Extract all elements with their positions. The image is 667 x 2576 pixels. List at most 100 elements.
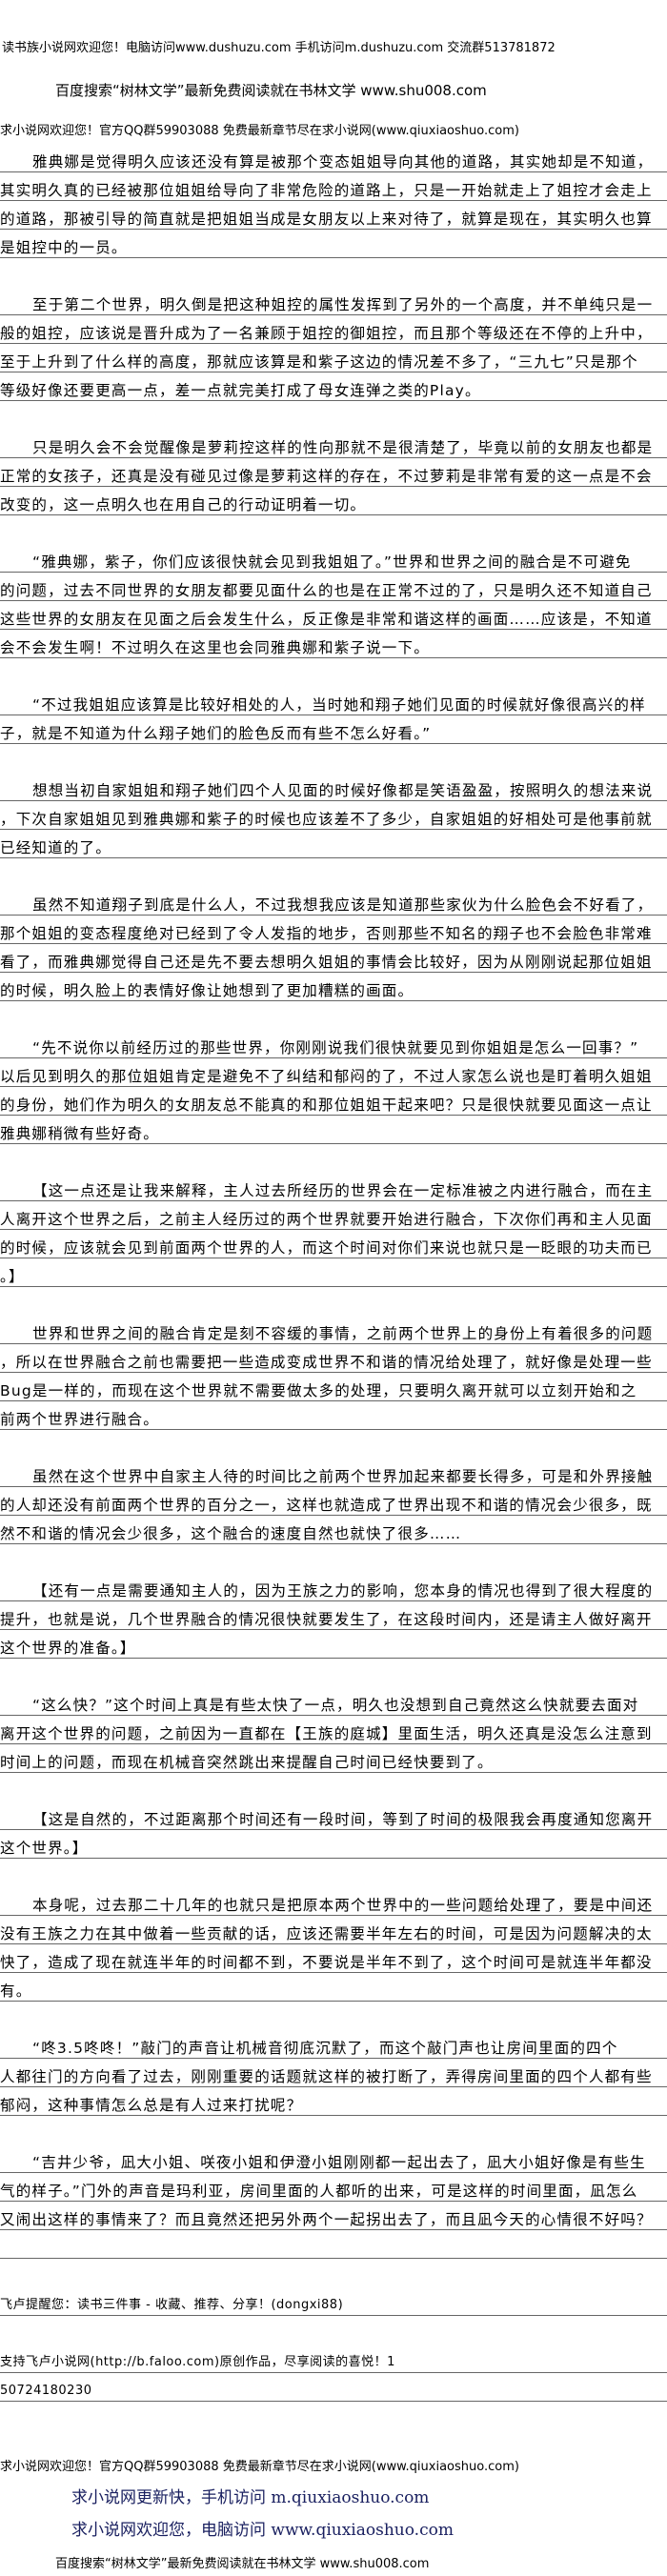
paragraph-line-text: ，下次自家姐姐见到雅典娜和紫子的时候也应该差不了多少，自家姐姐的好相处可是他事前…: [0, 811, 653, 828]
paragraph-line: 本身呢，过去那二十几年的也就只是把原本两个世界中的一些问题给处理了，要是中间还: [0, 1887, 667, 1916]
paragraph-line-text: 雅典娜稍微有些好奇。: [0, 1125, 160, 1142]
paragraph-line: 般的姐控，应该说是晋升成为了一名兼顾于姐控的御姐控，而且那个等级还在不停的上升中…: [0, 315, 667, 344]
paragraph-line-text: 快了，造成了现在就连半年的时间都不到，不要说是半年不到了，这个时间可是就连半年都…: [0, 1954, 653, 1971]
paragraph-line: 时间上的问题，而现在机械音突然跳出来提醒自己时间已经快要到了。: [0, 1744, 667, 1773]
paragraph-line: 世界和世界之间的融合肯定是刻不容缓的事情，之前两个世界上的身份上有着很多的问题: [0, 1316, 667, 1344]
paragraph-line: 的身份，她们作为明久的女朋友总不能真的和那位姐姐干起来吧？只是很快就要见面这一点…: [0, 1087, 667, 1116]
paragraph-line-text: 的人却还没有前面两个世界的百分之一，这样也就造成了世界出现不和谐的情况会少很多，…: [0, 1497, 653, 1514]
paragraph-line: 看了，而雅典娜觉得自己还是先不要去想明久姐姐的事情会比较好，因为从刚刚说起那位姐…: [0, 944, 667, 973]
paragraph-line: 离开这个世界的问题，之前因为一直都在【王族的庭城】里面生活，明久还真是没怎么注意…: [0, 1716, 667, 1744]
paragraph-line: ，所以在世界融合之前也需要把一些造成变成世界不和谐的情况给处理了，就好像是处理一…: [0, 1344, 667, 1373]
paragraph-line-text: 这些世界的女朋友在见面之后会发生什么，反正像是非常和谐这样的画面……应该是，不知…: [0, 611, 653, 628]
paragraph-line: “咚3.5咚咚！”敲门的声音让机械音彻底沉默了，而这个敲门声也让房间里面的四个: [0, 2030, 667, 2059]
paragraph-line: 虽然在这个世界中自家主人待的时间比之前两个世界加起来都要长得多，可是和外界接触: [0, 1459, 667, 1487]
paragraph-line-text: 正常的女孩子，还真是没有碰见过像是萝莉这样的存在，不过萝莉是非常有爱的这一点是不…: [0, 468, 653, 485]
paragraph-line: 等级好像还要更高一点，差一点就完美打成了母女连弹之类的Play。: [0, 372, 667, 401]
faloo-reminder-text: 飞卢提醒您：读书三件事 - 收藏、推荐、分享！(dongxi88): [0, 2298, 344, 2312]
blank-line: [0, 2230, 667, 2259]
paragraph-line: ，下次自家姐姐见到雅典娜和紫子的时候也应该差不了多少，自家姐姐的好相处可是他事前…: [0, 801, 667, 830]
paragraph-line: “雅典娜，紫子，你们应该很快就会见到我姐姐了。”世界和世界之间的融合是不可避免: [0, 544, 667, 573]
paragraph-line-text: 以后见到明久的那位姐姐肯定是避免不了纠结和郁闷的了，不过人家怎么说也是盯着明久姐…: [0, 1068, 653, 1085]
footer-banner-shulin: 百度搜索“树林文学”最新免费阅读就在书林文学 www.shu008.com: [55, 2557, 430, 2571]
paragraph-line-text: 会不会发生啊！不过明久在这里也会同雅典娜和紫子说一下。: [0, 639, 430, 656]
paragraph-line-text: “吉井少爷，凪大小姐、咲夜小姐和伊澄小姐刚刚都一起出去了，凪大小姐好像是有些生: [32, 2154, 646, 2171]
paragraph-line-text: 的时候，明久脸上的表情好像让她想到了更加糟糕的画面。: [0, 982, 414, 999]
paragraph-line: 是姐控中的一员。: [0, 230, 667, 258]
blank-line: [0, 515, 667, 544]
paragraph-line-text: “咚3.5咚咚！”敲门的声音让机械音彻底沉默了，而这个敲门声也让房间里面的四个: [32, 2040, 618, 2057]
paragraph-line-text: “先不说你以前经历过的那些世界，你刚刚说我们很快就要见到你姐姐是怎么一回事？”: [32, 1039, 639, 1057]
paragraph-line: 有。: [0, 1973, 667, 2002]
blank-line: [0, 2002, 667, 2030]
paragraph-line: 的人却还没有前面两个世界的百分之一，这样也就造成了世界出现不和谐的情况会少很多，…: [0, 1487, 667, 1516]
blank-line: [0, 401, 667, 430]
paragraph-line-text: 这个世界的准备。】: [0, 1640, 136, 1657]
faloo-support: 支持飞卢小说网(http://b.faloo.com)原创作品，尽享阅读的喜悦！…: [0, 2345, 667, 2373]
paragraph-line-text: 等级好像还要更高一点，差一点就完美打成了母女连弹之类的Play。: [0, 382, 481, 399]
paragraph-line-text: 没有王族之力在其中做着一些贡献的话，应该还需要半年左右的时间，可是因为问题解决的…: [0, 1925, 653, 1942]
paragraph-line: “先不说你以前经历过的那些世界，你刚刚说我们很快就要见到你姐姐是怎么一回事？”: [0, 1030, 667, 1058]
paragraph-line-text: “雅典娜，紫子，你们应该很快就会见到我姐姐了。”世界和世界之间的融合是不可避免: [32, 553, 632, 571]
paragraph-line: 人都往门的方向看了过去，刚刚重要的话题就这样的被打断了，弄得房间里面的四个人都有…: [0, 2059, 667, 2087]
paragraph-line-text: 想想当初自家姐姐和翔子她们四个人见面的时候好像都是笑语盈盈，按照明久的想法来说: [32, 782, 654, 799]
paragraph-line: 虽然不知道翔子到底是什么人，不过我想我应该是知道那些家伙为什么脸色会不好看了，: [0, 887, 667, 916]
site-banner-dushuzu: 读书族小说网欢迎您！电脑访问www.dushuzu.com 手机访问m.dush…: [2, 41, 556, 55]
paragraph-line: 快了，造成了现在就连半年的时间都不到，不要说是半年不到了，这个时间可是就连半年都…: [0, 1944, 667, 1973]
paragraph-line: “吉井少爷，凪大小姐、咲夜小姐和伊澄小姐刚刚都一起出去了，凪大小姐好像是有些生: [0, 2144, 667, 2173]
paragraph-line-text: Bug是一样的，而现在这个世界就不需要做太多的处理，只要明久离开就可以立刻开始和…: [0, 1382, 637, 1399]
paragraph-line: 至于第二个世界，明久倒是把这种姐控的属性发挥到了另外的一个高度，并不单纯只是一: [0, 287, 667, 315]
paragraph-line-text: 是姐控中的一员。: [0, 239, 128, 256]
paragraph-line: 改变的，这一点明久也在用自己的行动证明着一切。: [0, 487, 667, 515]
paragraph-line: 想想当初自家姐姐和翔子她们四个人见面的时候好像都是笑语盈盈，按照明久的想法来说: [0, 773, 667, 801]
blank-line: [0, 1859, 667, 1887]
paragraph-line-text: 这个世界。】: [0, 1840, 89, 1857]
paragraph-line-text: 。】: [0, 1268, 25, 1285]
paragraph-line: 提升，也就是说，几个世界融合的情况很快就要发生了，在这段时间内，还是请主人做好离…: [0, 1601, 667, 1630]
paragraph-line-text: 至于上升到了什么样的高度，那就应该算是和紫子这边的情况差不多了，“三九七”只是那…: [0, 353, 638, 371]
paragraph-line: 气的样子。”门外的声音是玛利亚，房间里面的人都听的出来，可是这样的时间里面，凪怎…: [0, 2173, 667, 2202]
paragraph-line-text: 的问题，过去不同世界的女朋友都要见面什么的也是在正常不过的了，只是明久还不知道自…: [0, 582, 653, 599]
blank-line: [0, 744, 667, 773]
paragraph-line: 又闹出这样的事情来了？而且竟然还把另外两个一起拐出去了，而且凪今天的心情很不好吗…: [0, 2202, 667, 2230]
site-banner-shulin: 百度搜索“树林文学”最新免费阅读就在书林文学 www.shu008.com: [55, 82, 487, 99]
paragraph-line: 那个姐姐的变态程度绝对已经到了令人发指的地步，否则那些不知名的翔子也不会脸色非常…: [0, 916, 667, 944]
footer-desktop-link[interactable]: 求小说网欢迎您，电脑访问 www.qiuxiaoshuo.com: [71, 2521, 454, 2540]
faloo-reminder: 飞卢提醒您：读书三件事 - 收藏、推荐、分享！(dongxi88): [0, 2287, 667, 2316]
footer-banner-qq: 求小说网欢迎您！官方QQ群59903088 免费最新章节尽在求小说网(www.q…: [0, 2460, 519, 2474]
paragraph-line: 这个世界。】: [0, 1830, 667, 1859]
paragraph-line-text: 人都往门的方向看了过去，刚刚重要的话题就这样的被打断了，弄得房间里面的四个人都有…: [0, 2068, 653, 2085]
paragraph-line: 的问题，过去不同世界的女朋友都要见面什么的也是在正常不过的了，只是明久还不知道自…: [0, 573, 667, 601]
paragraph-line: 已经知道的了。: [0, 830, 667, 858]
paragraph-line-text: 离开这个世界的问题，之前因为一直都在【王族的庭城】里面生活，明久还真是没怎么注意…: [0, 1725, 653, 1742]
paragraph-line-text: 那个姐姐的变态程度绝对已经到了令人发指的地步，否则那些不知名的翔子也不会脸色非常…: [0, 925, 653, 942]
paragraph-line-text: 的身份，她们作为明久的女朋友总不能真的和那位姐姐干起来吧？只是很快就要见面这一点…: [0, 1097, 653, 1114]
paragraph-line-text: 【这是自然的，不过距离那个时间还有一段时间，等到了时间的极限我会再度通知您离开: [32, 1811, 654, 1828]
blank-line: [0, 1430, 667, 1459]
blank-line: [0, 2259, 667, 2287]
paragraph-line-text: 其实明久真的已经被那位姐姐给导向了非常危险的道路上，只是一开始就走上了姐控才会走…: [0, 182, 653, 199]
paragraph-line-text: 世界和世界之间的融合肯定是刻不容缓的事情，之前两个世界上的身份上有着很多的问题: [32, 1325, 654, 1342]
paragraph-line: 前两个世界进行融合。: [0, 1401, 667, 1430]
paragraph-line: 正常的女孩子，还真是没有碰见过像是萝莉这样的存在，不过萝莉是非常有爱的这一点是不…: [0, 458, 667, 487]
paragraph-line-text: 【还有一点是需要通知主人的，因为王族之力的影响，您本身的情况也得到了很大程度的: [32, 1582, 654, 1600]
paragraph-line-text: 然不和谐的情况会少很多，这个融合的速度自然也就快了很多……: [0, 1525, 462, 1542]
paragraph-line-text: 前两个世界进行融合。: [0, 1411, 160, 1428]
paragraph-line-text: 又闹出这样的事情来了？而且竟然还把另外两个一起拐出去了，而且凪今天的心情很不好吗…: [0, 2211, 653, 2228]
paragraph-line: 然不和谐的情况会少很多，这个融合的速度自然也就快了很多……: [0, 1516, 667, 1544]
paragraph-line: “不过我姐姐应该算是比较好相处的人，当时她和翔子她们见面的时候就好像很高兴的样: [0, 687, 667, 715]
paragraph-line-text: 虽然在这个世界中自家主人待的时间比之前两个世界加起来都要长得多，可是和外界接触: [32, 1468, 654, 1485]
footer-mobile-link[interactable]: 求小说网更新快，手机访问 m.qiuxiaoshuo.com: [71, 2488, 430, 2507]
paragraph-line: 雅典娜稍微有些好奇。: [0, 1116, 667, 1144]
paragraph-line-text: “不过我姐姐应该算是比较好相处的人，当时她和翔子她们见面的时候就好像很高兴的样: [32, 696, 646, 714]
paragraph-line-text: 只是明久会不会觉醒像是萝莉控这样的性向那就不是很清楚了，毕竟以前的女朋友也都是: [32, 439, 654, 456]
blank-line: [0, 1659, 667, 1687]
paragraph-line: 这个世界的准备。】: [0, 1630, 667, 1659]
paragraph-line: “这么快？”这个时间上真是有些太快了一点，明久也没想到自己竟然这么快就要去面对: [0, 1687, 667, 1716]
paragraph-line: 【这一点还是让我来解释，主人过去所经历的世界会在一定标准被之内进行融合，而在主: [0, 1173, 667, 1201]
paragraph-line-text: 人离开这个世界之后，之前主人经历过的两个世界就要开始进行融合，下次你们再和主人见…: [0, 1211, 653, 1228]
paragraph-line: 这些世界的女朋友在见面之后会发生什么，反正像是非常和谐这样的画面……应该是，不知…: [0, 601, 667, 630]
paragraph-line-text: “这么快？”这个时间上真是有些太快了一点，明久也没想到自己竟然这么快就要去面对: [32, 1697, 639, 1714]
blank-line: [0, 1144, 667, 1173]
paragraph-line-text: ，所以在世界融合之前也需要把一些造成变成世界不和谐的情况给处理了，就好像是处理一…: [0, 1354, 653, 1371]
paragraph-line: 的道路，那被引导的简直就是把姐姐当成是女朋友以上来对待了，就算是现在，其实明久也…: [0, 201, 667, 230]
